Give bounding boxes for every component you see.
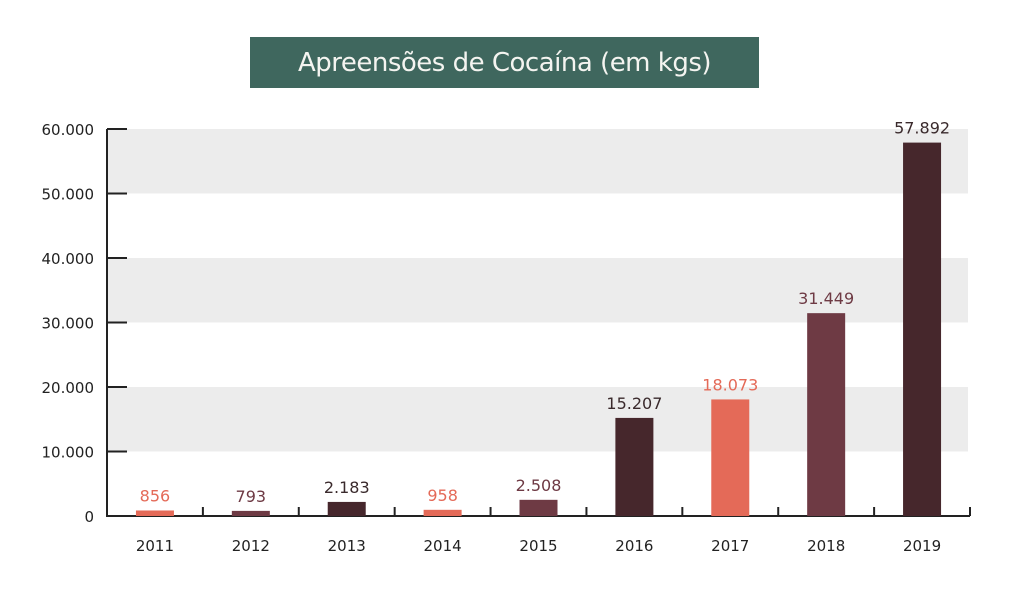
- chart-title: Apreensões de Cocaína (em kgs): [250, 37, 759, 88]
- x-tick-label: 2015: [519, 537, 557, 555]
- y-tick-label: 0: [84, 508, 94, 526]
- data-label-2013: 2.183: [324, 478, 370, 497]
- data-label-2016: 15.207: [606, 394, 662, 413]
- y-tick-label: 50.000: [42, 186, 95, 204]
- bar-2012: [231, 510, 270, 516]
- y-tick-label: 40.000: [42, 250, 95, 268]
- bar-2016: [615, 417, 654, 516]
- x-tick-label: 2012: [232, 537, 270, 555]
- data-label-2018: 31.449: [798, 289, 854, 308]
- x-tick-label: 2013: [328, 537, 366, 555]
- x-tick-label: 2016: [615, 537, 653, 555]
- data-label-2015: 2.508: [516, 476, 562, 495]
- y-tick-label: 60.000: [42, 121, 95, 139]
- bar-2014: [423, 509, 462, 516]
- bar-2018: [807, 313, 846, 516]
- x-tick-label: 2011: [136, 537, 174, 555]
- y-tick-label: 30.000: [42, 315, 95, 333]
- data-label-2012: 793: [236, 487, 267, 506]
- x-tick-label: 2014: [424, 537, 462, 555]
- grid-band: [107, 258, 968, 323]
- x-tick-label: 2018: [807, 537, 845, 555]
- x-tick-label: 2017: [711, 537, 749, 555]
- bar-2017: [711, 399, 750, 516]
- y-tick-label: 20.000: [42, 379, 95, 397]
- bar-2019: [903, 142, 942, 516]
- bar-2015: [519, 499, 558, 516]
- data-label-2011: 856: [140, 486, 171, 505]
- data-label-2014: 958: [427, 486, 458, 505]
- bar-2011: [135, 510, 174, 516]
- y-tick-label: 10.000: [42, 444, 95, 462]
- data-label-2019: 57.892: [894, 119, 950, 138]
- grid-band: [107, 129, 968, 194]
- data-label-2017: 18.073: [702, 375, 758, 394]
- bar-2013: [327, 501, 366, 516]
- x-tick-label: 2019: [903, 537, 941, 555]
